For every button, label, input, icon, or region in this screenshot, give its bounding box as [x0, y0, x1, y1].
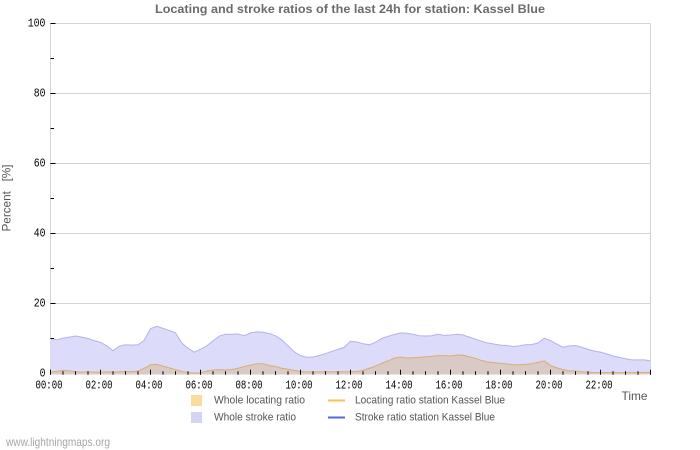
svg-text:06:00: 06:00	[186, 378, 213, 392]
svg-text:08:00: 08:00	[236, 378, 263, 392]
svg-text:16:00: 16:00	[436, 378, 463, 392]
svg-text:12:00: 12:00	[336, 378, 363, 392]
svg-text:22:00: 22:00	[586, 378, 613, 392]
svg-text:Time: Time	[622, 389, 648, 403]
svg-text:04:00: 04:00	[136, 378, 163, 392]
svg-text:Locating ratio station Kassel: Locating ratio station Kassel Blue	[355, 395, 505, 407]
svg-text:Stroke ratio station Kassel Bl: Stroke ratio station Kassel Blue	[355, 412, 495, 424]
svg-text:Whole locating ratio: Whole locating ratio	[214, 395, 305, 407]
svg-text:100: 100	[28, 18, 46, 31]
svg-text:80: 80	[34, 88, 46, 101]
svg-text:00:00: 00:00	[36, 378, 63, 392]
svg-text:02:00: 02:00	[86, 378, 113, 392]
svg-text:Locating and stroke ratios of: Locating and stroke ratios of the last 2…	[155, 2, 545, 16]
svg-text:10:00: 10:00	[286, 378, 313, 392]
svg-text:www.lightningmaps.org: www.lightningmaps.org	[5, 435, 110, 449]
svg-text:40: 40	[34, 228, 46, 241]
svg-text:20: 20	[34, 298, 46, 311]
svg-text:0: 0	[40, 368, 46, 381]
svg-text:20:00: 20:00	[536, 378, 563, 392]
svg-text:Whole stroke ratio: Whole stroke ratio	[214, 412, 296, 424]
svg-text:14:00: 14:00	[386, 378, 413, 392]
svg-text:Percent [%]: Percent [%]	[0, 165, 14, 232]
svg-text:18:00: 18:00	[486, 378, 513, 392]
svg-text:60: 60	[34, 158, 46, 171]
